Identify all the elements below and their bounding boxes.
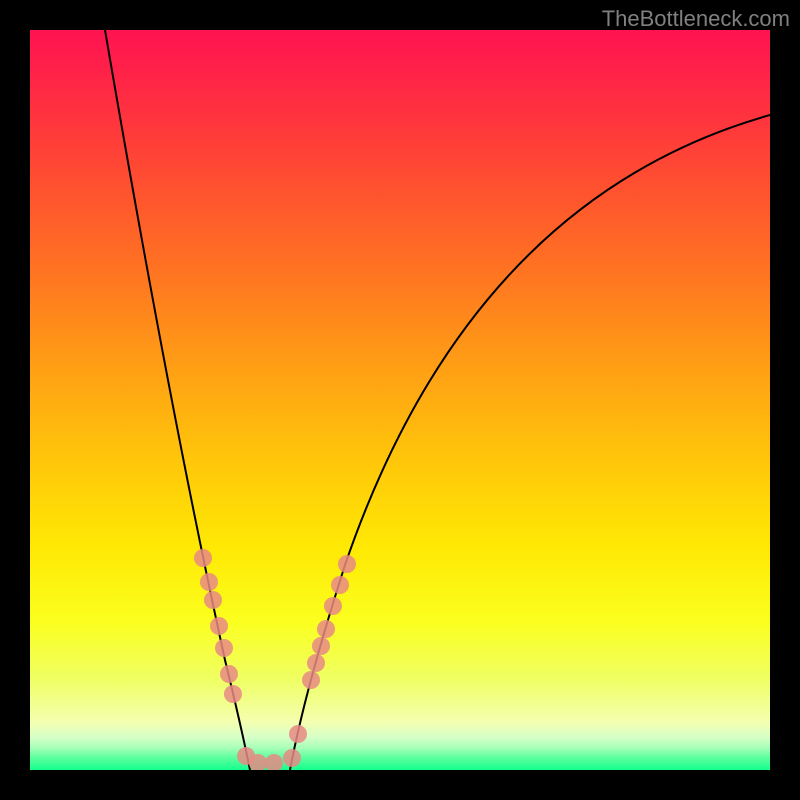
data-point [224,685,242,703]
data-point [307,654,325,672]
data-point [338,555,356,573]
data-point [215,639,233,657]
data-point [200,573,218,591]
data-point [220,665,238,683]
chart-outer: TheBottleneck.com [0,0,800,800]
data-point [283,749,301,767]
data-point [302,671,320,689]
data-point [289,725,307,743]
data-point [324,597,342,615]
data-point [210,617,228,635]
data-point [194,549,212,567]
watermark-label: TheBottleneck.com [602,6,790,32]
chart-svg [30,30,770,770]
data-point [312,637,330,655]
data-point [317,620,335,638]
data-point [331,576,349,594]
data-point [204,591,222,609]
gradient-background [30,30,770,770]
plot-area [30,30,770,770]
